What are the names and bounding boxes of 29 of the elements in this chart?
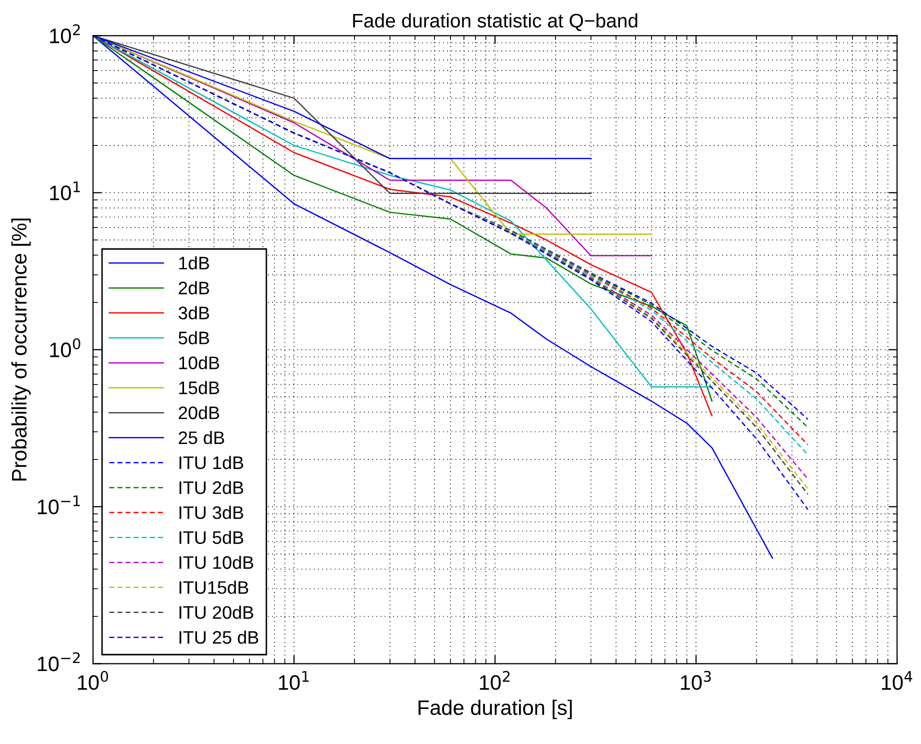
x-tick-label: 10$^{3}$ [680,670,711,690]
y-tick-label: 10$^{1}$ [50,181,80,200]
y-tick-label: 10$^{−2}$ [38,652,80,672]
legend-label: ITU 1dB [180,456,244,470]
legend-label: 3dB [178,306,210,320]
legend-label: ITU 2dB [180,480,244,494]
chart-title: Fade duration statistic at Q−band [353,13,638,32]
legend-label: 20dB [178,406,220,420]
legend-label: 2dB [178,281,210,294]
y-tick-label: 10$^{0}$ [50,338,80,358]
x-tick-label: 10$^{0}$ [78,670,108,690]
legend-label: 10dB [179,356,220,370]
legend-label: 15dB [179,381,220,394]
legend-label: ITU15dB [180,580,248,594]
legend-label: ITU 10dB [180,556,254,569]
legend-label: ITU 5dB [180,530,244,544]
legend-label: 25 dB [178,430,224,444]
legend-label: 5dB [178,331,210,344]
x-axis-title: Fade duration [s] [418,700,572,720]
y-tick-label: 10$^{2}$ [50,24,80,44]
legend-label: 1dB [179,256,210,270]
x-tick-label: 10$^{1}$ [278,671,309,690]
legend-label: ITU 3dB [180,506,244,520]
x-tick-label: 10$^{2}$ [480,670,510,690]
y-tick-label: 10$^{−1}$ [38,495,80,514]
y-axis-title: Probability of occurrence [%] [11,218,31,481]
x-tick-label: 10$^{4}$ [882,671,912,690]
legend-label: ITU 25 dB [180,630,258,644]
legend-label: ITU 20dB [180,606,254,619]
